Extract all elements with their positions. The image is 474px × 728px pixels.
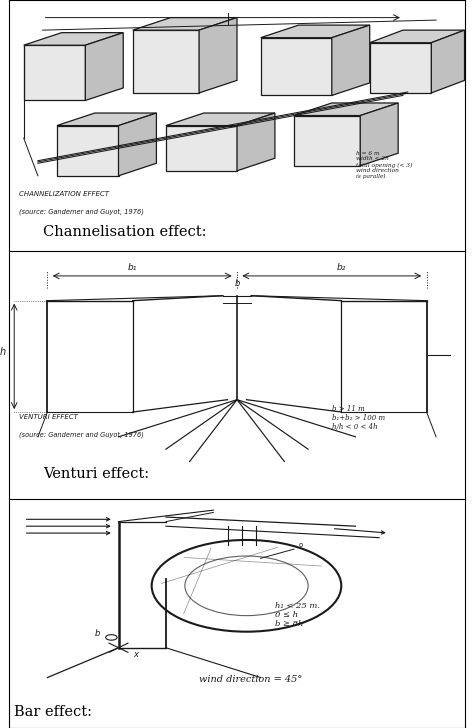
Polygon shape <box>360 103 398 166</box>
Polygon shape <box>166 125 237 171</box>
Polygon shape <box>57 125 118 175</box>
Polygon shape <box>294 103 398 116</box>
Polygon shape <box>332 25 370 95</box>
Text: x: x <box>133 650 138 659</box>
Polygon shape <box>237 113 275 171</box>
Text: h: h <box>0 347 5 357</box>
Text: VENTURI EFFECT: VENTURI EFFECT <box>19 414 78 421</box>
Text: Venturi effect:: Venturi effect: <box>43 467 149 481</box>
Text: wind direction = 45°: wind direction = 45° <box>199 675 302 684</box>
Text: b₁: b₁ <box>128 263 137 272</box>
Polygon shape <box>261 25 370 38</box>
Text: Bar effect:: Bar effect: <box>14 705 92 719</box>
Text: b > 11 m
b₁+b₂ > 100 m
h/h < 0 < 4h: b > 11 m b₁+b₂ > 100 m h/h < 0 < 4h <box>332 405 385 431</box>
Text: h₁ < 25 m.
0 ≤ h
b ≥ 8h: h₁ < 25 m. 0 ≤ h b ≥ 8h <box>275 602 320 628</box>
Text: (source: Gandemer and Guyot, 1976): (source: Gandemer and Guyot, 1976) <box>19 208 144 215</box>
Polygon shape <box>166 113 275 125</box>
Text: CHANNELIZATION EFFECT: CHANNELIZATION EFFECT <box>19 191 109 197</box>
Polygon shape <box>431 30 465 93</box>
Text: (source: Gandemer and Guyot, 1976): (source: Gandemer and Guyot, 1976) <box>19 432 144 438</box>
Polygon shape <box>118 113 156 175</box>
Polygon shape <box>370 30 465 43</box>
Text: Channelisation effect:: Channelisation effect: <box>43 225 206 239</box>
Text: b₂: b₂ <box>337 263 346 272</box>
Text: h = 6 m
width < 2h
total opening (< 3)
wind direction
is parallel: h = 6 m width < 2h total opening (< 3) w… <box>356 151 412 179</box>
Polygon shape <box>133 17 237 30</box>
Polygon shape <box>24 45 85 100</box>
Polygon shape <box>24 33 123 45</box>
Text: o: o <box>299 542 303 548</box>
Polygon shape <box>294 116 360 166</box>
Polygon shape <box>199 17 237 93</box>
Polygon shape <box>261 38 332 95</box>
Polygon shape <box>85 33 123 100</box>
Polygon shape <box>133 30 199 93</box>
Polygon shape <box>370 43 431 93</box>
Polygon shape <box>57 113 156 125</box>
Text: b: b <box>95 629 100 638</box>
Text: b: b <box>234 279 240 288</box>
